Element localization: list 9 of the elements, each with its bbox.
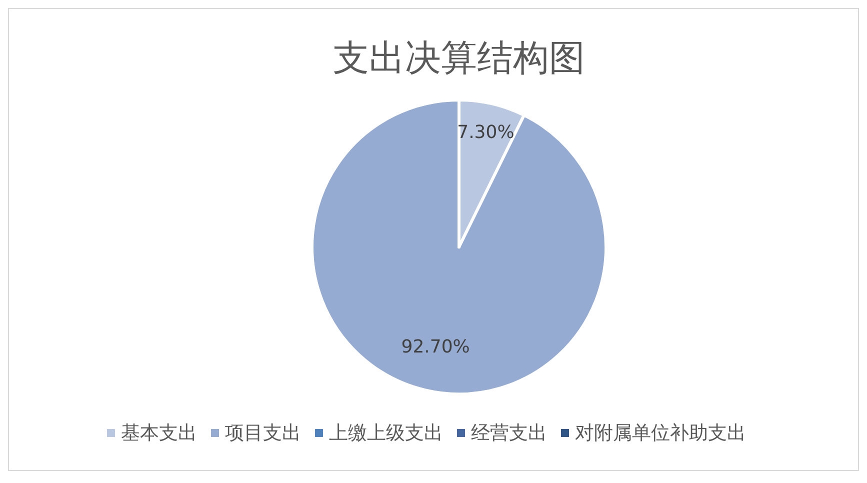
legend-label: 上缴上级支出 [329,422,443,444]
pie-slice [310,98,608,396]
chart-title: 支出决算结构图 [333,38,585,79]
legend-label: 项目支出 [225,422,301,444]
legend-label: 对附属单位补助支出 [575,422,746,444]
legend-label: 基本支出 [121,422,197,444]
data-label: 7.30% [457,122,514,143]
legend-label: 经营支出 [471,422,547,444]
data-label: 92.70% [401,336,470,358]
